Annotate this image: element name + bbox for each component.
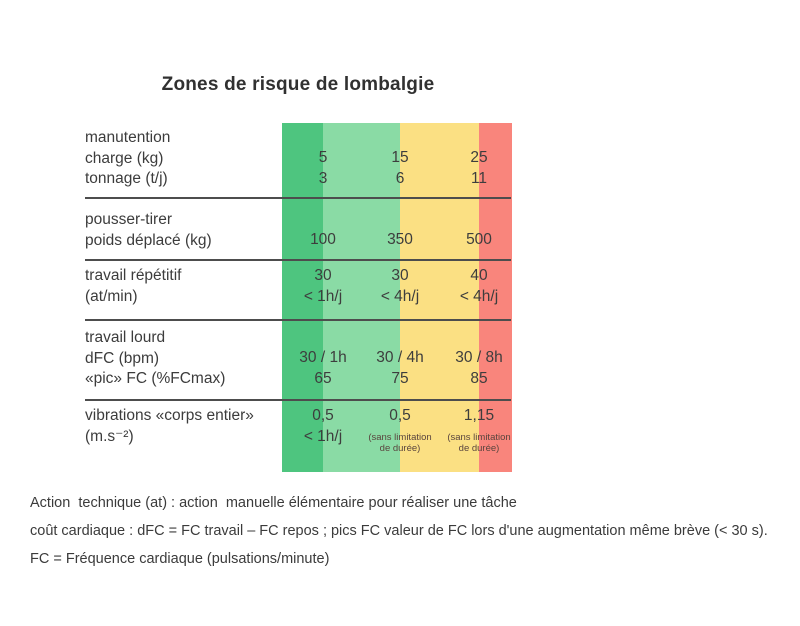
row-label-travail-repetitif: travail répétitif (at/min)	[85, 266, 285, 307]
risk-zone-band-green-dark	[282, 123, 323, 472]
row-metric: «pic» FC (%FCmax)	[85, 370, 226, 387]
row-category: pousser-tirer	[85, 211, 172, 228]
threshold-cell: 30 < 1h/j	[263, 266, 383, 307]
row-metric: poids déplacé (kg)	[85, 231, 212, 249]
threshold-cell: 350	[340, 230, 460, 251]
row-metric: dFC (bpm)	[85, 349, 160, 367]
footnote-fc-definition: FC = Fréquence cardiaque (pulsations/min…	[30, 551, 330, 567]
row-metric: (at/min)	[85, 287, 138, 305]
threshold-value: 30	[391, 267, 409, 284]
threshold-duration: < 1h/j	[303, 287, 343, 305]
threshold-cell: 30 / 4h 75	[340, 348, 460, 389]
row-label-travail-lourd: travail lourd dFC (bpm) «pic» FC (%FCmax…	[85, 328, 285, 390]
row-category: vibrations «corps entier»	[85, 407, 254, 424]
row-category: travail répétitif	[85, 267, 182, 284]
threshold-value: 15	[391, 149, 409, 166]
threshold-cell: 15 6	[340, 148, 460, 189]
risk-zone-band-yellow	[400, 123, 479, 472]
threshold-value: 25	[470, 149, 488, 166]
threshold-value: 0,5	[312, 407, 334, 424]
row-label-pousser-tirer: pousser-tirer poids déplacé (kg)	[85, 210, 285, 251]
threshold-duration: (sans limitation	[447, 431, 511, 443]
threshold-value: 1,15	[463, 407, 495, 424]
chart-title: Zones de risque de lombalgie	[161, 74, 435, 95]
threshold-value: 0,5	[389, 407, 411, 424]
threshold-value: 40	[470, 267, 488, 284]
threshold-cell: 0,5 < 1h/j	[263, 406, 383, 447]
threshold-duration: de durée)	[458, 442, 500, 454]
row-category: travail lourd	[85, 329, 166, 346]
row-category: manutention	[85, 129, 171, 146]
row-label-vibrations: vibrations «corps entier» (m.s⁻²)	[85, 406, 285, 447]
threshold-duration: de durée)	[379, 442, 421, 454]
threshold-value: 30 / 1h	[299, 349, 347, 366]
risk-zone-band-red	[479, 123, 512, 472]
threshold-cell: 25 11	[419, 148, 539, 189]
threshold-value: 5	[318, 149, 328, 166]
threshold-duration: < 1h/j	[303, 427, 343, 445]
row-divider	[85, 259, 511, 261]
threshold-cell: 30 / 1h 65	[263, 348, 383, 389]
threshold-value: 350	[387, 231, 413, 248]
threshold-cell: 100	[263, 230, 383, 251]
threshold-value: 3	[318, 169, 328, 187]
threshold-cell: 30 / 8h 85	[419, 348, 539, 389]
threshold-cell: 5 3	[263, 148, 383, 189]
threshold-value: 85	[470, 369, 488, 387]
threshold-value: 6	[395, 169, 405, 187]
row-divider	[85, 399, 511, 401]
threshold-duration: < 4h/j	[459, 287, 499, 305]
row-label-manutention: manutention charge (kg) tonnage (t/j)	[85, 128, 285, 190]
row-divider	[85, 197, 511, 199]
threshold-value: 65	[314, 369, 332, 387]
row-metric: tonnage (t/j)	[85, 170, 168, 187]
risk-zone-band-green-light	[323, 123, 400, 472]
threshold-value: 30 / 4h	[376, 349, 424, 366]
threshold-cell: 30 < 4h/j	[340, 266, 460, 307]
threshold-duration: (sans limitation	[368, 431, 432, 443]
threshold-value: 30	[314, 267, 332, 284]
threshold-value: 30 / 8h	[455, 349, 503, 366]
footnote-action-technique: Action technique (at) : action manuelle …	[30, 495, 517, 511]
threshold-value: 500	[466, 231, 492, 248]
threshold-value: 75	[391, 369, 409, 387]
threshold-value: 100	[310, 231, 336, 248]
row-metric: charge (kg)	[85, 149, 164, 167]
row-metric: (m.s⁻²)	[85, 427, 134, 445]
threshold-cell: 500	[419, 230, 539, 251]
footnote-cout-cardiaque: coût cardiaque : dFC = FC travail – FC r…	[30, 523, 768, 539]
threshold-cell: 1,15 (sans limitation de durée)	[419, 406, 539, 454]
threshold-cell: 0,5 (sans limitation de durée)	[340, 406, 460, 454]
threshold-value: 11	[470, 169, 488, 187]
row-divider	[85, 319, 511, 321]
threshold-duration: < 4h/j	[380, 287, 420, 305]
threshold-cell: 40 < 4h/j	[419, 266, 539, 307]
